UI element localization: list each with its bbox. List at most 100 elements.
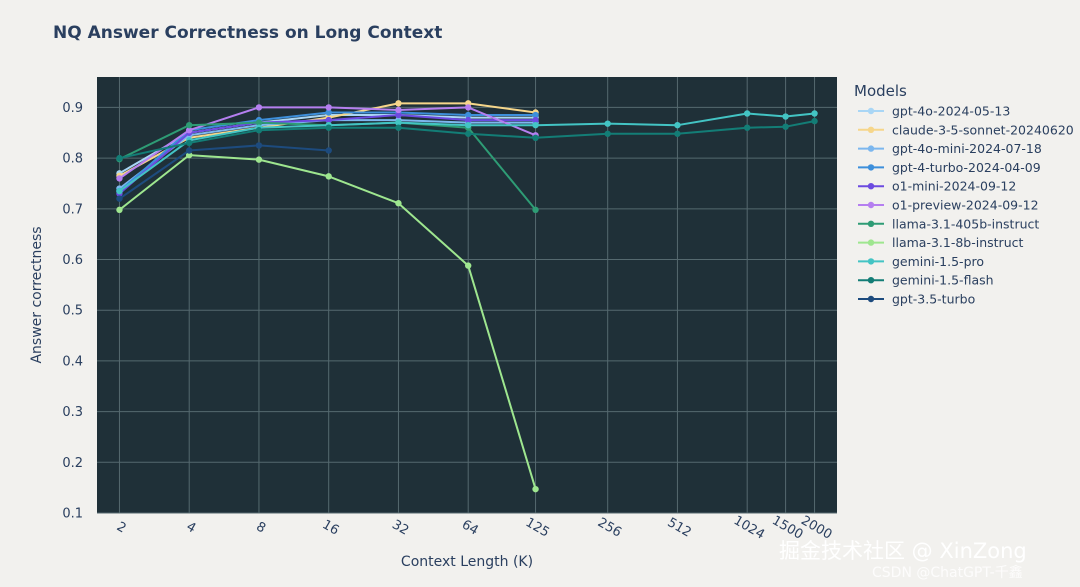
legend-item[interactable]: gpt-3.5-turbo <box>858 292 975 307</box>
y-tick-label: 0.1 <box>62 507 83 522</box>
data-point <box>464 116 472 124</box>
y-axis-ticks: 0.1 0.2 0.3 0.4 0.5 0.6 0.7 0.8 0.9 <box>62 101 83 522</box>
data-point <box>186 151 193 159</box>
data-point <box>464 111 472 119</box>
legend-label: gpt-3.5-turbo <box>892 292 975 307</box>
legend: Models gpt-4o-2024-05-13 claude-3-5-sonne… <box>854 82 1074 307</box>
data-point <box>743 110 751 117</box>
data-point <box>743 124 751 131</box>
legend-item[interactable]: gpt-4-turbo-2024-04-09 <box>858 160 1041 175</box>
legend-label: llama-3.1-405b-instruct <box>892 216 1039 231</box>
legend-swatch-marker <box>867 295 875 303</box>
series-layer <box>116 100 818 493</box>
x-axis-title: Context Length (K) <box>401 554 533 570</box>
legend-label: claude-3-5-sonnet-20240620 <box>892 122 1074 137</box>
legend-label: llama-3.1-8b-instruct <box>892 235 1023 250</box>
legend-item[interactable]: gemini-1.5-pro <box>858 254 984 269</box>
legend-item[interactable]: gpt-4o-2024-05-13 <box>858 104 1010 119</box>
y-tick-label: 0.9 <box>62 101 83 116</box>
data-point <box>255 156 263 163</box>
data-point <box>325 109 332 116</box>
data-point <box>532 485 539 493</box>
legend-item[interactable]: llama-3.1-405b-instruct <box>858 216 1039 231</box>
legend-swatch-marker <box>867 201 875 209</box>
y-tick-label: 0.7 <box>62 202 83 217</box>
legend-item[interactable]: gpt-4o-mini-2024-07-18 <box>858 141 1042 156</box>
data-point <box>255 104 263 111</box>
series-line <box>119 120 815 160</box>
data-point <box>811 110 818 117</box>
data-point <box>395 111 402 119</box>
data-point <box>395 100 402 107</box>
x-tick-label: 1024 <box>731 513 767 543</box>
data-point <box>464 130 472 137</box>
x-tick-label: 64 <box>459 517 481 538</box>
data-point <box>464 121 472 129</box>
legend-item[interactable]: llama-3.1-8b-instruct <box>858 235 1023 250</box>
legend-item[interactable]: o1-preview-2024-09-12 <box>858 198 1039 213</box>
legend-title: Models <box>854 82 907 100</box>
legend-label: o1-preview-2024-09-12 <box>892 198 1039 213</box>
x-tick-label: 256 <box>595 515 624 540</box>
x-tick-label: 4 <box>184 519 199 536</box>
legend-label: o1-mini-2024-09-12 <box>892 179 1016 194</box>
data-point <box>116 187 123 195</box>
data-point <box>395 106 402 114</box>
series-line <box>118 112 815 192</box>
data-point <box>532 206 539 214</box>
watermark-sub: CSDN @ChatGPT-千鑫 <box>872 564 1023 581</box>
data-point <box>464 262 472 269</box>
legend-item[interactable]: o1-mini-2024-09-12 <box>858 179 1016 194</box>
y-tick-label: 0.5 <box>62 304 83 319</box>
data-point <box>116 175 123 182</box>
x-tick-label: 32 <box>389 517 411 538</box>
data-point <box>116 206 123 214</box>
series-llama-3.1-8b-instruct <box>116 151 539 493</box>
data-point <box>532 116 539 124</box>
data-point <box>255 119 263 126</box>
legend-label: gpt-4o-2024-05-13 <box>892 104 1010 119</box>
chart-title: NQ Answer Correctness on Long Context <box>53 23 442 43</box>
data-point <box>782 113 789 120</box>
data-point <box>674 130 681 137</box>
x-tick-label: 125 <box>523 515 552 540</box>
x-tick-label: 2 <box>114 519 129 536</box>
data-point <box>395 124 402 131</box>
data-point <box>604 130 611 137</box>
data-point <box>604 120 611 127</box>
data-point <box>186 121 193 129</box>
y-tick-label: 0.8 <box>62 152 83 167</box>
legend-swatch-marker <box>867 277 875 284</box>
legend-swatch-marker <box>867 239 875 246</box>
data-point <box>186 127 193 134</box>
x-tick-label: 16 <box>320 517 342 538</box>
data-point <box>186 147 193 154</box>
data-point <box>464 104 472 111</box>
data-point <box>674 121 681 129</box>
legend-item[interactable]: claude-3-5-sonnet-20240620 <box>858 122 1074 137</box>
data-point <box>325 147 332 154</box>
legend-swatch-marker <box>867 183 875 190</box>
legend-swatch-marker <box>867 220 875 227</box>
legend-label: gpt-4-turbo-2024-04-09 <box>892 160 1041 175</box>
data-point <box>255 127 263 134</box>
legend-label: gemini-1.5-flash <box>892 273 994 288</box>
data-point <box>395 119 402 126</box>
data-point <box>116 195 123 202</box>
legend-label: gpt-4o-mini-2024-07-18 <box>892 141 1042 156</box>
data-point <box>325 104 332 111</box>
watermark: 掘金技术社区 @ XinZong <box>779 539 1027 563</box>
data-point <box>532 121 539 129</box>
data-point <box>532 111 539 119</box>
legend-label: gemini-1.5-pro <box>892 254 984 269</box>
data-point <box>782 123 789 130</box>
data-point <box>325 124 332 131</box>
series-gemini-1.5-pro <box>116 110 818 195</box>
data-point <box>325 116 332 124</box>
y-tick-label: 0.2 <box>62 456 83 471</box>
y-tick-label: 0.3 <box>62 405 83 420</box>
legend-item[interactable]: gemini-1.5-flash <box>858 273 994 288</box>
data-point <box>186 139 193 147</box>
